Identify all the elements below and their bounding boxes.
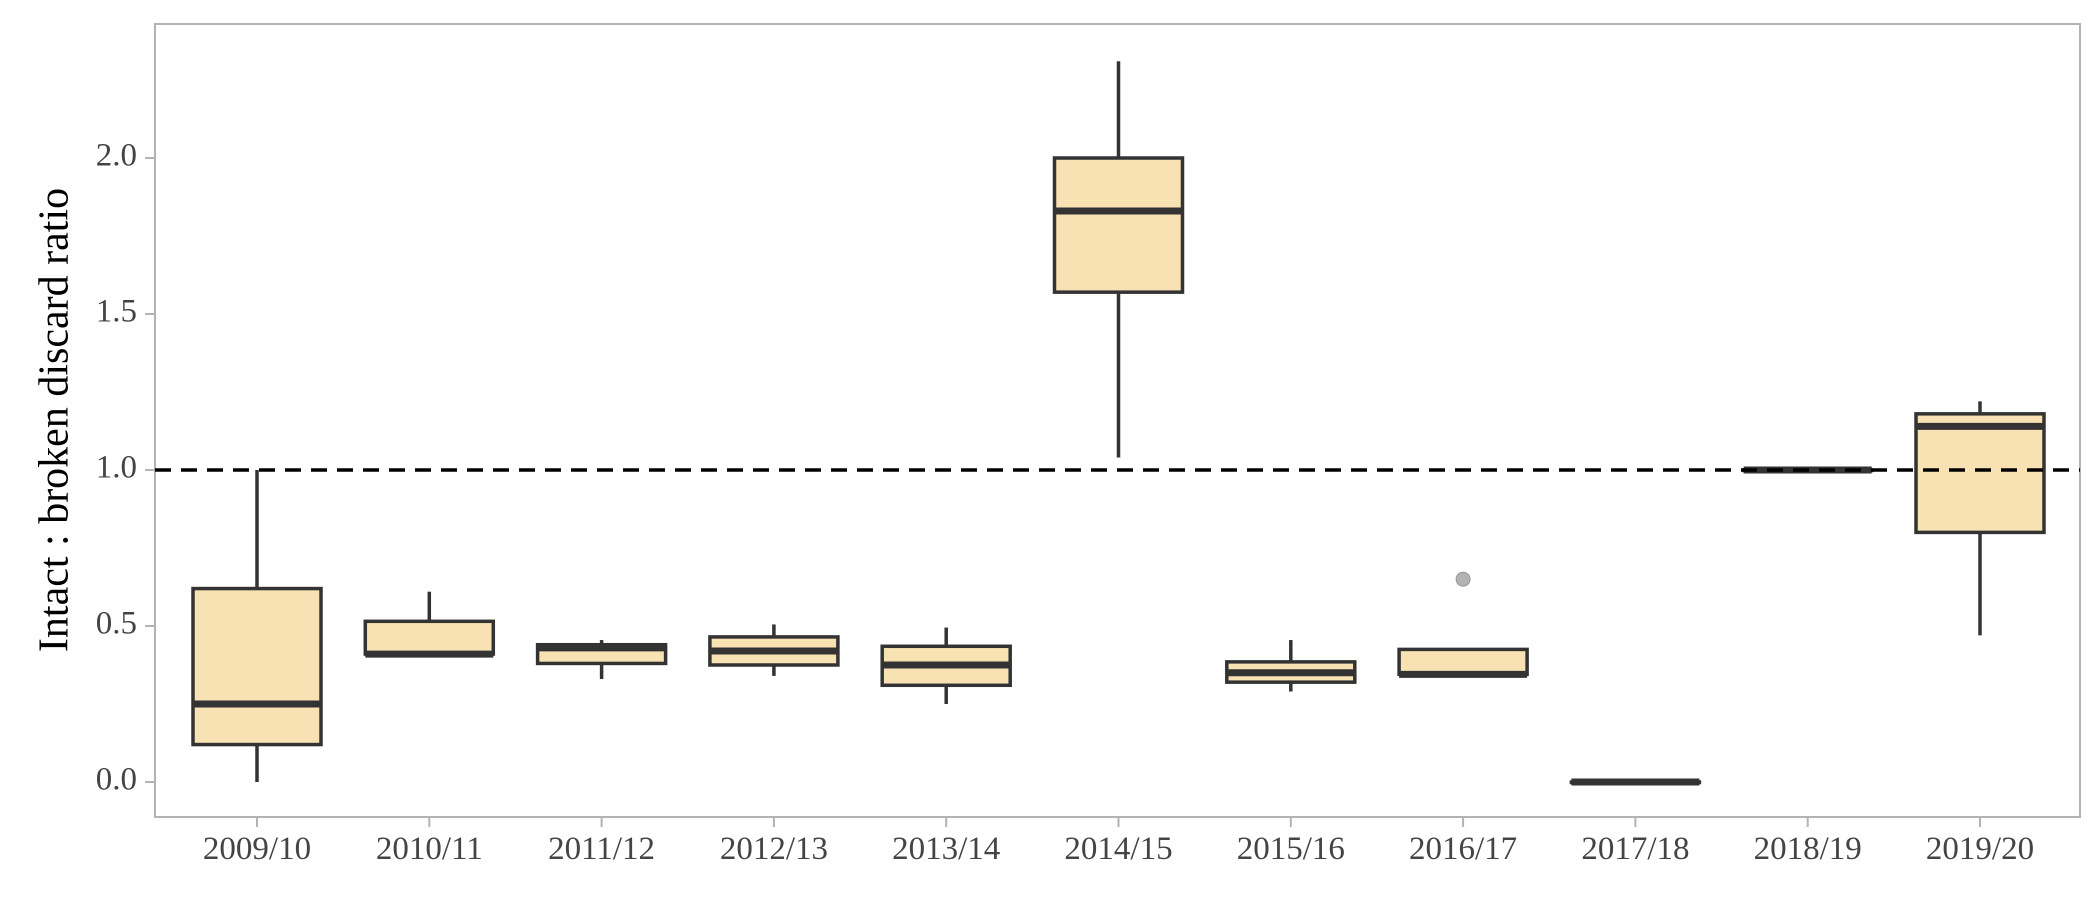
box-body <box>1914 412 2046 535</box>
box-body <box>1052 156 1185 294</box>
x-tick-label: 2017/18 <box>1581 831 1689 867</box>
x-tick-label: 2019/20 <box>1926 831 2034 867</box>
box-2014-15 <box>1052 61 1185 458</box>
box-2010-11 <box>363 591 496 658</box>
box-2009-10 <box>191 470 323 782</box>
x-tick-label: 2013/14 <box>892 831 1000 867</box>
x-tick-label: 2018/19 <box>1754 831 1862 867</box>
x-tick-label: 2016/17 <box>1409 831 1517 867</box>
x-tick-label: 2011/12 <box>548 831 655 867</box>
y-tick-label: 2.0 <box>96 138 137 174</box>
x-axis: 2009/10 2010/11 2011/12 2012/13 2013/14 2014/… <box>203 817 2034 867</box>
box-2011-12 <box>535 640 668 680</box>
box-2015-16 <box>1225 640 1357 692</box>
box-2013-14 <box>880 627 1012 704</box>
box-2019-20 <box>1914 401 2046 636</box>
y-axis-title: Intact : broken discard ratio <box>32 188 78 652</box>
box-body <box>363 619 496 656</box>
box-body <box>1397 647 1529 677</box>
x-tick-label: 2012/13 <box>720 831 828 867</box>
box-series <box>191 61 2046 786</box>
box-2016-17 <box>1397 571 1529 678</box>
y-axis: 0.0 0.5 1.0 1.5 2.0 <box>96 138 155 798</box>
box-2012-13 <box>708 624 840 676</box>
x-tick-label: 2009/10 <box>203 831 311 867</box>
box-body <box>191 586 323 747</box>
y-tick-label: 0.0 <box>96 762 137 798</box>
y-tick-label: 1.0 <box>96 450 137 486</box>
x-tick-label: 2010/11 <box>376 831 483 867</box>
box-2017-18 <box>1569 778 1702 786</box>
x-tick-label: 2015/16 <box>1237 831 1345 867</box>
y-tick-label: 1.5 <box>96 294 137 330</box>
x-tick-label: 2014/15 <box>1064 831 1172 867</box>
outlier-point <box>1455 571 1471 587</box>
y-tick-label: 0.5 <box>96 606 137 642</box>
